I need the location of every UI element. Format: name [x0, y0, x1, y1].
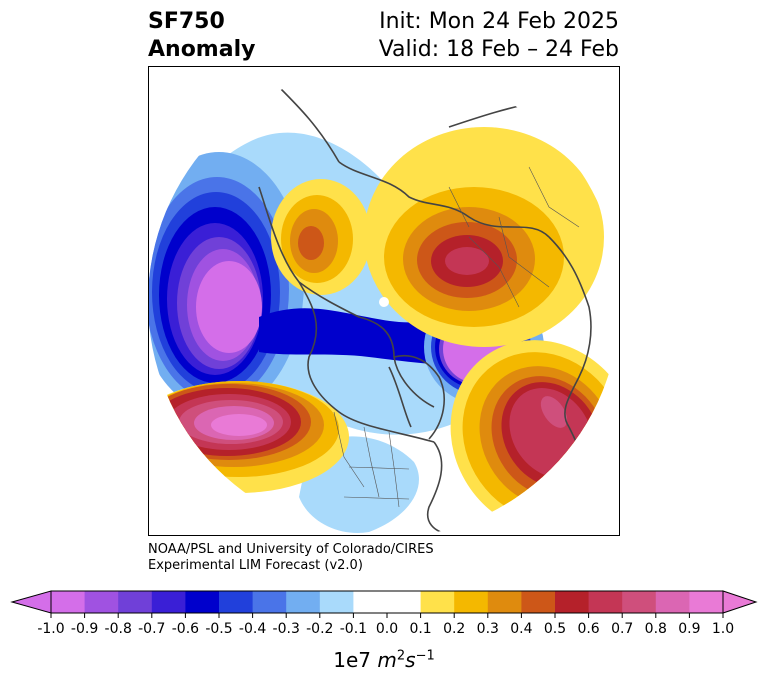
colorbar-segment [689, 591, 724, 613]
colorbar-tick-label: 0.4 [510, 621, 532, 637]
colorbar-tick-label: 0.8 [645, 621, 667, 637]
colorbar-tick-label: 1.0 [712, 621, 734, 637]
title-left: SF750 Anomaly [148, 8, 255, 64]
borders [333, 126, 590, 508]
colorbar-tick-label: -0.8 [105, 621, 132, 637]
colorbar-segment [555, 591, 590, 613]
pos-kamchatka-core [298, 226, 324, 260]
colorbar-segment [286, 591, 321, 613]
colorbar-segment [252, 591, 287, 613]
colorbar-segment [420, 591, 455, 613]
colorbar-tick-label: 0.3 [477, 621, 499, 637]
colorbar-tick-label: -0.7 [138, 621, 165, 637]
colorbar-tick-label: -1.0 [37, 621, 64, 637]
pos-siberia-core [445, 247, 489, 275]
colorbar-segment [51, 591, 86, 613]
colorbar-segment [454, 591, 489, 613]
credits-line1: NOAA/PSL and University of Colorado/CIRE… [148, 542, 434, 557]
colorbar-segment [319, 591, 354, 613]
colorbar-segments [51, 591, 724, 613]
unit-s: s [405, 648, 416, 672]
title-kind: Anomaly [148, 37, 256, 62]
title-right: Init: Mon 24 Feb 2025 Valid: 18 Feb – 24… [379, 8, 619, 64]
colorbar-tick-label: 0.7 [611, 621, 633, 637]
colorbar-segment [185, 591, 220, 613]
unit-m-exp: 2 [396, 648, 406, 664]
colorbar-segment [219, 591, 254, 613]
title-valid: Valid: 18 Feb – 24 Feb [378, 37, 619, 62]
colorbar-extend-low [10, 590, 52, 614]
title-variable: SF750 [148, 9, 225, 34]
colorbar-segment [588, 591, 623, 613]
colorbar-tick-label: -0.3 [273, 621, 300, 637]
colorbar-segment [521, 591, 556, 613]
colorbar-label: 1e7 m2s−1 [0, 648, 768, 672]
colorbar-tick-label: 0.1 [409, 621, 431, 637]
title-init: Init: Mon 24 Feb 2025 [379, 9, 619, 34]
colorbar: -1.0 -0.9 -0.8 -0.7 -0.6 -0.5 -0.4 -0.3 -0.2 -0.1… [10, 590, 758, 637]
colorbar-extend-high [722, 590, 758, 614]
neg-pacific-core [196, 261, 262, 353]
colorbar-segment [151, 591, 186, 613]
unit-m: m [377, 648, 397, 672]
credits: NOAA/PSL and University of Colorado/CIRE… [148, 542, 434, 574]
unit-s-exp: −1 [415, 648, 435, 664]
colorbar-tick-label: 0.2 [443, 621, 465, 637]
hemisphere-disk [149, 76, 619, 535]
colorbar-segment [84, 591, 119, 613]
colorbar-tick-label: -0.2 [306, 621, 333, 637]
colorbar-ticks: -1.0 -0.9 -0.8 -0.7 -0.6 -0.5 -0.4 -0.3 -0.2 -0.1… [37, 613, 734, 637]
map-panel [148, 66, 620, 536]
colorbar-tick-label: 0.5 [544, 621, 566, 637]
colorbar-tick-label: -0.1 [340, 621, 367, 637]
colorbar-tick-label: 0.0 [376, 621, 398, 637]
colorbar-tick-label: 0.9 [678, 621, 700, 637]
colorbar-segment [622, 591, 657, 613]
colorbar-tick-label: -0.6 [172, 621, 199, 637]
colorbar-tick-label: 0.6 [577, 621, 599, 637]
colorbar-tick-label: -0.5 [205, 621, 232, 637]
colorbar-segment [387, 591, 422, 613]
colorbar-segment [655, 591, 690, 613]
colorbar-segment [487, 591, 522, 613]
credits-line2: Experimental LIM Forecast (v2.0) [148, 558, 363, 573]
pos-epacific-core [211, 414, 267, 436]
anomaly-map [149, 76, 619, 535]
unit-prefix: 1e7 [333, 648, 378, 672]
colorbar-segment [118, 591, 153, 613]
colorbar-tick-label: -0.9 [71, 621, 98, 637]
north-pole-marker [379, 297, 389, 307]
colorbar-segment [353, 591, 388, 613]
colorbar-tick-label: -0.4 [239, 621, 266, 637]
pos-europe-core [540, 396, 568, 428]
